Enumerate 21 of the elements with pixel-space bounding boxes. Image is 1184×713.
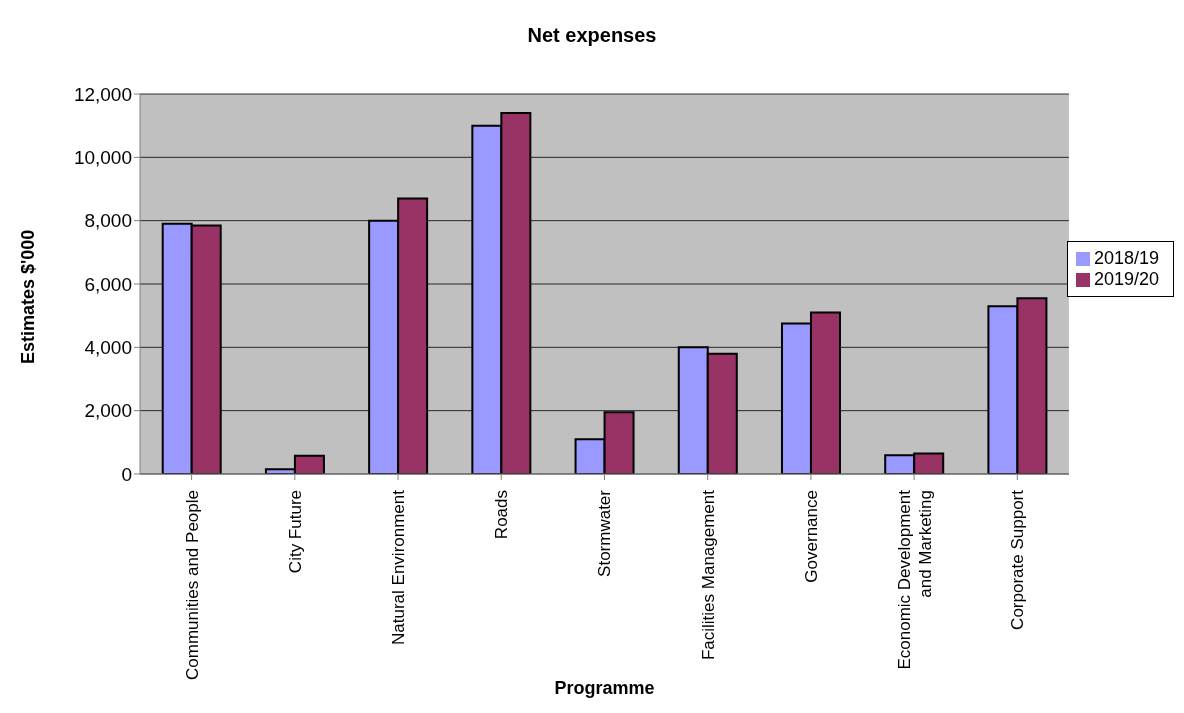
x-tick-label: Communities and People (182, 490, 202, 680)
x-tick-label: Natural Environment (389, 489, 409, 645)
x-tick-label: Economic Development and Marketing (894, 489, 935, 670)
x-tick-label: Governance (801, 490, 821, 583)
chart-title: Net expenses (526, 23, 658, 48)
y-tick-label: 0 (121, 463, 132, 485)
x-tick-label: Facilities Management (698, 489, 718, 661)
y-tick-label: 6,000 (84, 273, 132, 295)
y-tick-label: 2,000 (84, 400, 132, 422)
legend-label: 2018/19 (1093, 248, 1159, 268)
y-tick-label: 4,000 (84, 337, 132, 359)
x-tick-label: Roads (492, 490, 512, 540)
y-tick-label: 8,000 (84, 210, 132, 232)
y-tick-label: 12,000 (73, 83, 132, 105)
y-axis-title: Estimates $'000 (18, 229, 39, 364)
legend-label: 2019/20 (1093, 269, 1159, 289)
x-tick-label: Corporate Support (1008, 489, 1028, 630)
x-axis-title: Programme (554, 678, 655, 698)
x-tick-label: City Future (285, 490, 305, 574)
x-tick-label: Stormwater (595, 489, 615, 577)
y-tick-label: 10,000 (73, 147, 132, 169)
